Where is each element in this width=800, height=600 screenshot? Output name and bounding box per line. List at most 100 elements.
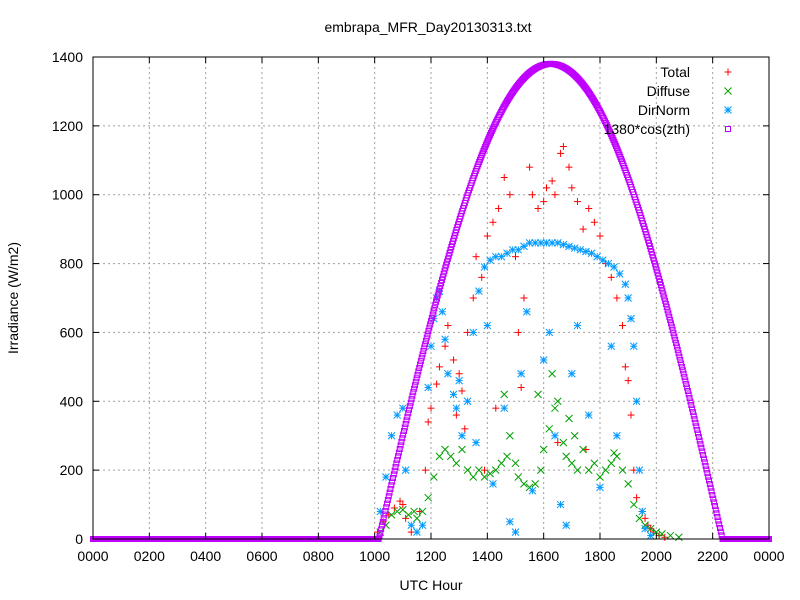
data-point (701, 459, 708, 466)
data-point (534, 204, 542, 212)
series-diffuse (376, 369, 683, 542)
data-point (570, 431, 579, 440)
data-point (565, 414, 573, 423)
data-point (582, 247, 590, 256)
data-point (488, 128, 495, 135)
data-point (659, 288, 666, 295)
data-point (429, 473, 438, 481)
x-tick-label: 1800 (584, 548, 615, 564)
data-point (666, 531, 675, 540)
data-point (715, 517, 722, 524)
data-point (610, 263, 618, 271)
data-point (641, 514, 649, 522)
data-point (711, 502, 718, 509)
data-point (506, 191, 514, 199)
data-point (430, 308, 437, 315)
data-point (495, 204, 503, 212)
data-point (458, 431, 466, 440)
data-point (403, 417, 410, 424)
data-point (633, 494, 641, 502)
data-point (435, 289, 442, 296)
data-point (407, 399, 414, 406)
data-point (484, 137, 491, 144)
data-point (423, 334, 430, 341)
data-point (559, 438, 568, 447)
data-point (444, 322, 452, 330)
data-point (428, 318, 434, 325)
data-point (418, 507, 427, 516)
data-point (662, 297, 669, 304)
data-point (433, 295, 440, 302)
data-point (424, 331, 431, 338)
data-point (556, 500, 565, 509)
data-point (436, 286, 443, 293)
data-point (424, 418, 432, 426)
data-point (409, 392, 416, 399)
data-point (520, 242, 528, 251)
data-point (702, 462, 709, 469)
y-tick-label: 0 (75, 531, 83, 547)
data-point (656, 278, 663, 285)
data-point (487, 129, 494, 136)
data-point (714, 513, 721, 520)
data-point (567, 369, 576, 378)
data-point (426, 324, 433, 331)
data-point (606, 127, 613, 134)
data-point (695, 430, 702, 437)
data-point (590, 459, 599, 468)
data-point (668, 323, 675, 330)
data-point (486, 133, 493, 140)
data-point (434, 292, 441, 299)
data-point (416, 364, 423, 371)
data-point (696, 437, 703, 444)
legend-marker (725, 126, 731, 132)
data-point (654, 269, 661, 276)
data-point (703, 466, 710, 473)
data-point (458, 387, 466, 395)
data-point (442, 264, 449, 271)
data-point (382, 473, 390, 481)
data-point (646, 524, 655, 533)
data-point (568, 184, 576, 192)
data-point (414, 371, 421, 378)
data-point (377, 529, 384, 536)
data-point (469, 473, 478, 481)
data-point (437, 283, 444, 290)
data-point (657, 282, 664, 289)
y-tick-label: 1200 (52, 118, 83, 134)
data-point (413, 375, 420, 382)
data-point (492, 404, 500, 412)
data-point (393, 460, 400, 467)
data-point (646, 531, 655, 540)
data-point (697, 441, 704, 448)
data-point (607, 342, 616, 351)
data-point (503, 452, 511, 461)
data-point (411, 385, 418, 392)
data-point (506, 431, 514, 440)
data-point (469, 328, 478, 337)
data-point (610, 449, 618, 457)
data-point (692, 419, 699, 426)
data-point (422, 341, 429, 348)
data-point (384, 500, 391, 507)
data-point (667, 317, 674, 324)
data-point (717, 528, 724, 535)
data-point (452, 459, 461, 468)
data-point (570, 244, 579, 252)
legend-item: Diffuse (647, 83, 732, 99)
data-point (706, 481, 713, 488)
legend-label: Total (660, 64, 690, 80)
data-point (402, 420, 409, 427)
data-point (497, 459, 506, 468)
data-point (514, 245, 523, 254)
data-point (455, 370, 463, 378)
data-point (624, 377, 632, 385)
data-point (548, 369, 556, 378)
legend-item: 1380*cos(zth) (604, 121, 731, 137)
data-point (681, 374, 688, 381)
data-point (487, 131, 494, 138)
data-point (393, 411, 402, 419)
data-point (452, 404, 461, 413)
data-point (378, 526, 385, 533)
data-point (604, 123, 611, 130)
